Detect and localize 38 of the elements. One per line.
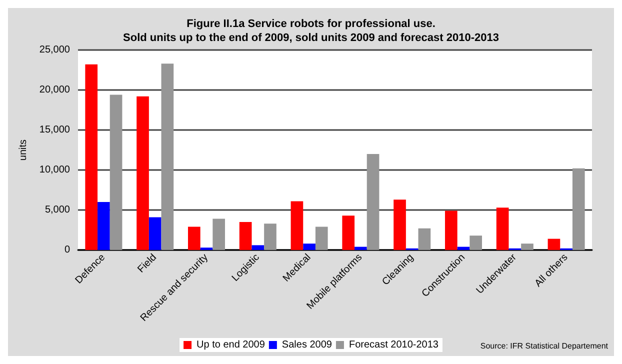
bar — [418, 228, 431, 250]
bar — [303, 244, 316, 250]
bar — [366, 154, 380, 250]
bar — [548, 238, 560, 250]
y-tick-label: 25,000 — [39, 44, 70, 56]
bar — [444, 210, 458, 250]
bar — [188, 226, 200, 250]
legend-label: Up to end 2009 — [196, 340, 266, 350]
bar — [572, 168, 585, 250]
y-tick-label: 10,000 — [39, 164, 70, 176]
bar — [110, 94, 122, 250]
y-tick-label: 0 — [64, 244, 70, 256]
y-tick-label: 5,000 — [44, 204, 70, 216]
bar — [212, 218, 226, 250]
y-axis-title: units — [18, 139, 30, 161]
legend-label: Sales 2009 — [282, 340, 332, 350]
bar — [161, 64, 174, 250]
bar — [521, 244, 534, 250]
bar — [148, 217, 162, 250]
legend-label: Forecast 2010-2013 — [348, 340, 439, 350]
bar — [354, 246, 367, 250]
bar — [239, 222, 252, 250]
bar — [290, 201, 304, 250]
bar — [342, 216, 355, 250]
y-tick-label: 15,000 — [39, 124, 70, 136]
bar — [264, 224, 276, 250]
bar — [470, 236, 482, 250]
bar — [98, 202, 110, 250]
bar — [136, 96, 149, 250]
y-tick-label: 20,000 — [39, 84, 70, 96]
bar — [85, 64, 98, 250]
bar — [252, 245, 264, 250]
bar — [394, 200, 406, 250]
source-note: Source: IFR Statistical Departement — [480, 342, 609, 350]
bar — [315, 226, 328, 250]
chart-title: Figure II.1a Service robots for professional use. Sold units up to the end of 2009, sold units 2009 and forecast 2010-2013 — [123, 18, 499, 44]
bar — [457, 246, 470, 250]
bar — [496, 208, 509, 250]
